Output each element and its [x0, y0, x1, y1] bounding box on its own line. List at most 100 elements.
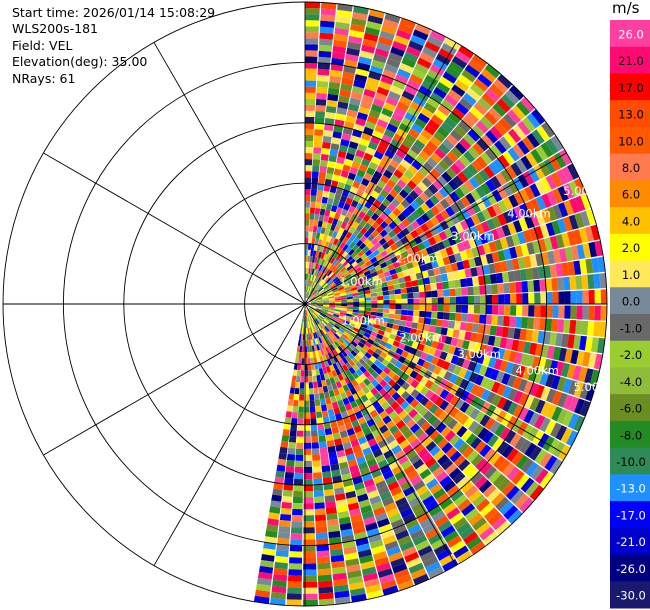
velocity-gate	[456, 476, 470, 489]
velocity-gate	[515, 159, 528, 174]
velocity-gate	[387, 338, 395, 345]
velocity-gate	[516, 473, 530, 489]
velocity-gate	[384, 63, 399, 74]
velocity-gate	[327, 445, 336, 454]
velocity-gate	[364, 293, 372, 298]
velocity-gate	[533, 164, 546, 180]
velocity-gate	[406, 204, 416, 214]
velocity-gate	[332, 45, 347, 54]
velocity-gate	[433, 449, 445, 462]
velocity-gate	[588, 241, 598, 258]
velocity-gate	[582, 243, 592, 259]
velocity-gate	[446, 272, 454, 281]
velocity-gate	[564, 291, 571, 305]
velocity-gate	[382, 313, 389, 318]
velocity-gate	[316, 411, 323, 419]
velocity-gate	[341, 436, 350, 444]
velocity-gate	[305, 316, 307, 323]
velocity-gate	[312, 332, 317, 339]
velocity-gate	[305, 195, 311, 202]
velocity-gate	[495, 496, 510, 511]
velocity-gate	[348, 248, 355, 256]
velocity-gate	[529, 382, 540, 397]
velocity-gate	[462, 239, 471, 250]
velocity-gate	[423, 255, 431, 264]
velocity-gate	[386, 280, 394, 286]
velocity-gate	[313, 381, 318, 389]
velocity-gate	[467, 313, 474, 323]
velocity-gate	[387, 144, 398, 154]
velocity-gate	[599, 272, 607, 289]
velocity-gate	[317, 429, 326, 437]
velocity-gate	[441, 42, 457, 56]
velocity-gate	[331, 401, 339, 409]
velocity-gate	[443, 304, 450, 313]
velocity-gate	[375, 287, 383, 293]
velocity-gate	[378, 388, 388, 397]
velocity-gate	[321, 404, 328, 412]
velocity-gate	[321, 221, 328, 229]
velocity-gate	[332, 363, 339, 370]
velocity-gate	[444, 94, 459, 107]
velocity-gate	[354, 335, 362, 342]
velocity-gate	[446, 150, 459, 163]
velocity-gate	[306, 292, 309, 299]
velocity-gate	[304, 382, 309, 389]
velocity-gate	[492, 437, 504, 451]
velocity-gate	[358, 294, 366, 299]
velocity-gate	[421, 80, 436, 92]
velocity-gate	[316, 80, 329, 88]
velocity-gate	[352, 12, 368, 21]
velocity-gate	[365, 300, 372, 305]
velocity-gate	[350, 23, 365, 33]
velocity-gate	[506, 374, 517, 388]
velocity-gate	[309, 400, 315, 407]
velocity-gate	[303, 322, 305, 329]
velocity-gate	[319, 208, 326, 216]
velocity-gate	[519, 328, 527, 341]
velocity-gate	[328, 308, 335, 311]
velocity-gate	[358, 106, 370, 115]
velocity-gate	[340, 392, 348, 400]
velocity-gate	[580, 210, 591, 227]
velocity-gate	[344, 339, 351, 346]
velocity-gate	[585, 385, 596, 402]
velocity-gate	[349, 319, 357, 325]
velocity-gate	[342, 441, 352, 450]
velocity-gate	[346, 311, 353, 315]
velocity-gate	[295, 382, 300, 389]
velocity-gate	[383, 304, 390, 309]
velocity-gate	[356, 232, 364, 240]
velocity-gate	[423, 102, 437, 114]
velocity-gate	[412, 286, 420, 293]
velocity-gate	[330, 283, 336, 289]
velocity-gate	[324, 241, 330, 248]
velocity-gate	[306, 279, 308, 286]
velocity-gate	[410, 101, 423, 113]
velocity-gate	[326, 262, 332, 269]
velocity-gate	[425, 209, 435, 220]
velocity-gate	[467, 146, 480, 160]
velocity-gate	[325, 333, 331, 340]
velocity-gate	[395, 434, 407, 445]
velocity-gate	[322, 300, 329, 303]
velocity-gate	[333, 33, 348, 42]
velocity-gate	[321, 293, 328, 298]
velocity-gate	[324, 117, 335, 126]
velocity-gate	[404, 551, 420, 563]
velocity-gate	[367, 15, 384, 25]
velocity-gate	[328, 297, 335, 301]
velocity-gate	[385, 193, 395, 203]
colorbar-tick-label: -8.0	[620, 428, 642, 442]
velocity-gate	[340, 208, 348, 217]
velocity-gate	[370, 387, 379, 396]
velocity-gate	[476, 333, 484, 344]
velocity-gate	[328, 264, 335, 271]
velocity-gate	[358, 329, 366, 336]
velocity-gate	[488, 357, 497, 369]
velocity-gate	[355, 117, 367, 127]
velocity-gate	[327, 518, 339, 527]
velocity-gate	[305, 134, 314, 142]
velocity-gate	[335, 361, 342, 369]
velocity-gate	[359, 307, 366, 311]
